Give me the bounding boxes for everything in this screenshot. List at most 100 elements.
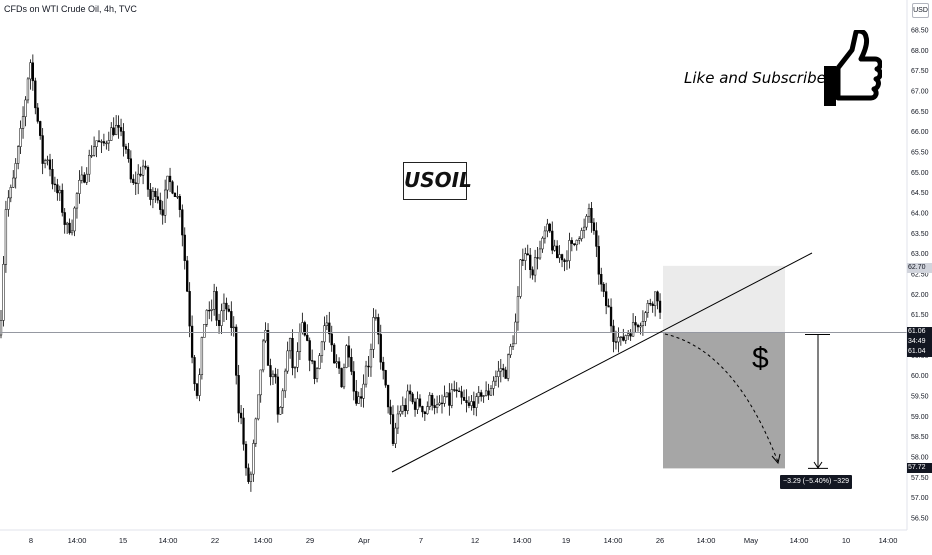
candle [384,369,387,388]
candle-body [7,197,10,210]
candle [345,344,348,369]
candle-body [440,402,444,405]
time-tick-label: 26 [656,536,664,545]
candle [183,227,186,270]
candle-body [230,311,233,328]
candle [367,356,370,377]
candle [43,158,47,169]
candle [448,383,451,416]
candle [396,405,400,434]
candle-body [605,291,608,306]
candle [386,384,390,414]
candle [259,369,262,403]
candle-body [117,124,120,128]
candle [617,327,620,353]
candle-body [137,173,140,184]
candle-body [105,142,108,145]
candle-body [141,165,145,176]
time-tick-label: 14:00 [254,536,273,545]
time-tick-label: 12 [471,536,479,545]
candle-body [526,253,529,256]
candle-body [499,368,502,372]
candle [413,398,417,417]
candle-body [421,406,424,413]
candle [654,291,657,317]
candle-body [102,141,106,144]
candle [347,336,351,368]
candle-body [73,207,76,232]
candle-body [406,390,409,411]
candle [274,367,277,384]
candle [558,245,561,263]
candle-body [350,356,353,372]
candle [357,391,360,404]
candle-body [325,322,329,326]
candle-body [41,135,44,164]
candle [507,353,510,382]
candle-body [617,336,620,343]
candle-body [323,325,326,343]
candle-body [355,391,358,404]
candle-body [649,303,652,305]
candle [48,153,52,177]
candle-body [580,230,583,239]
candle-body [418,398,422,407]
candle [102,133,106,147]
candle [97,130,101,143]
candle [168,167,172,193]
candle-body [320,341,324,356]
candle [254,417,257,447]
candle [360,388,363,407]
candle-body [360,396,363,399]
price-tick-label: 57.00 [911,495,929,502]
candle-body [242,417,245,445]
candle [146,165,150,197]
candle [587,203,591,223]
currency-button[interactable]: USD [912,3,929,18]
candle-body [658,300,662,313]
candle [39,120,42,140]
candle-body [651,303,654,306]
price-tick-label: 67.00 [911,89,929,96]
candle-body [168,175,172,183]
candle [435,395,439,414]
candle-body [235,326,238,376]
dollar-sign-label: $ [752,342,769,375]
candle [61,183,64,217]
candle-body [328,322,331,335]
candle [480,389,483,402]
candle-body [556,245,559,259]
price-tick-label: 63.50 [911,231,929,238]
candle-body [431,394,434,406]
candle [609,298,613,333]
candle [524,247,527,271]
candle [195,382,199,399]
candle-body [529,254,532,270]
candle [208,301,211,320]
candle-body [413,401,417,410]
candle-body [595,230,598,247]
candle [509,343,512,358]
time-tick-label: 14:00 [159,536,178,545]
candle-body [401,405,404,412]
candle [580,227,583,242]
candle [656,290,659,310]
candle [291,329,294,376]
candle [401,396,404,415]
candle [151,187,155,209]
candle [426,401,429,415]
candle [41,128,44,175]
projection-curve [664,333,779,463]
candle [281,388,284,414]
time-tick-label: 10 [842,536,850,545]
candle [132,174,135,186]
candle [399,405,402,417]
projection-arrowhead [771,453,781,465]
candle [514,313,517,345]
candle-body [568,240,571,261]
candle-body [382,361,385,371]
candle [543,226,547,244]
candle-body [83,174,86,183]
